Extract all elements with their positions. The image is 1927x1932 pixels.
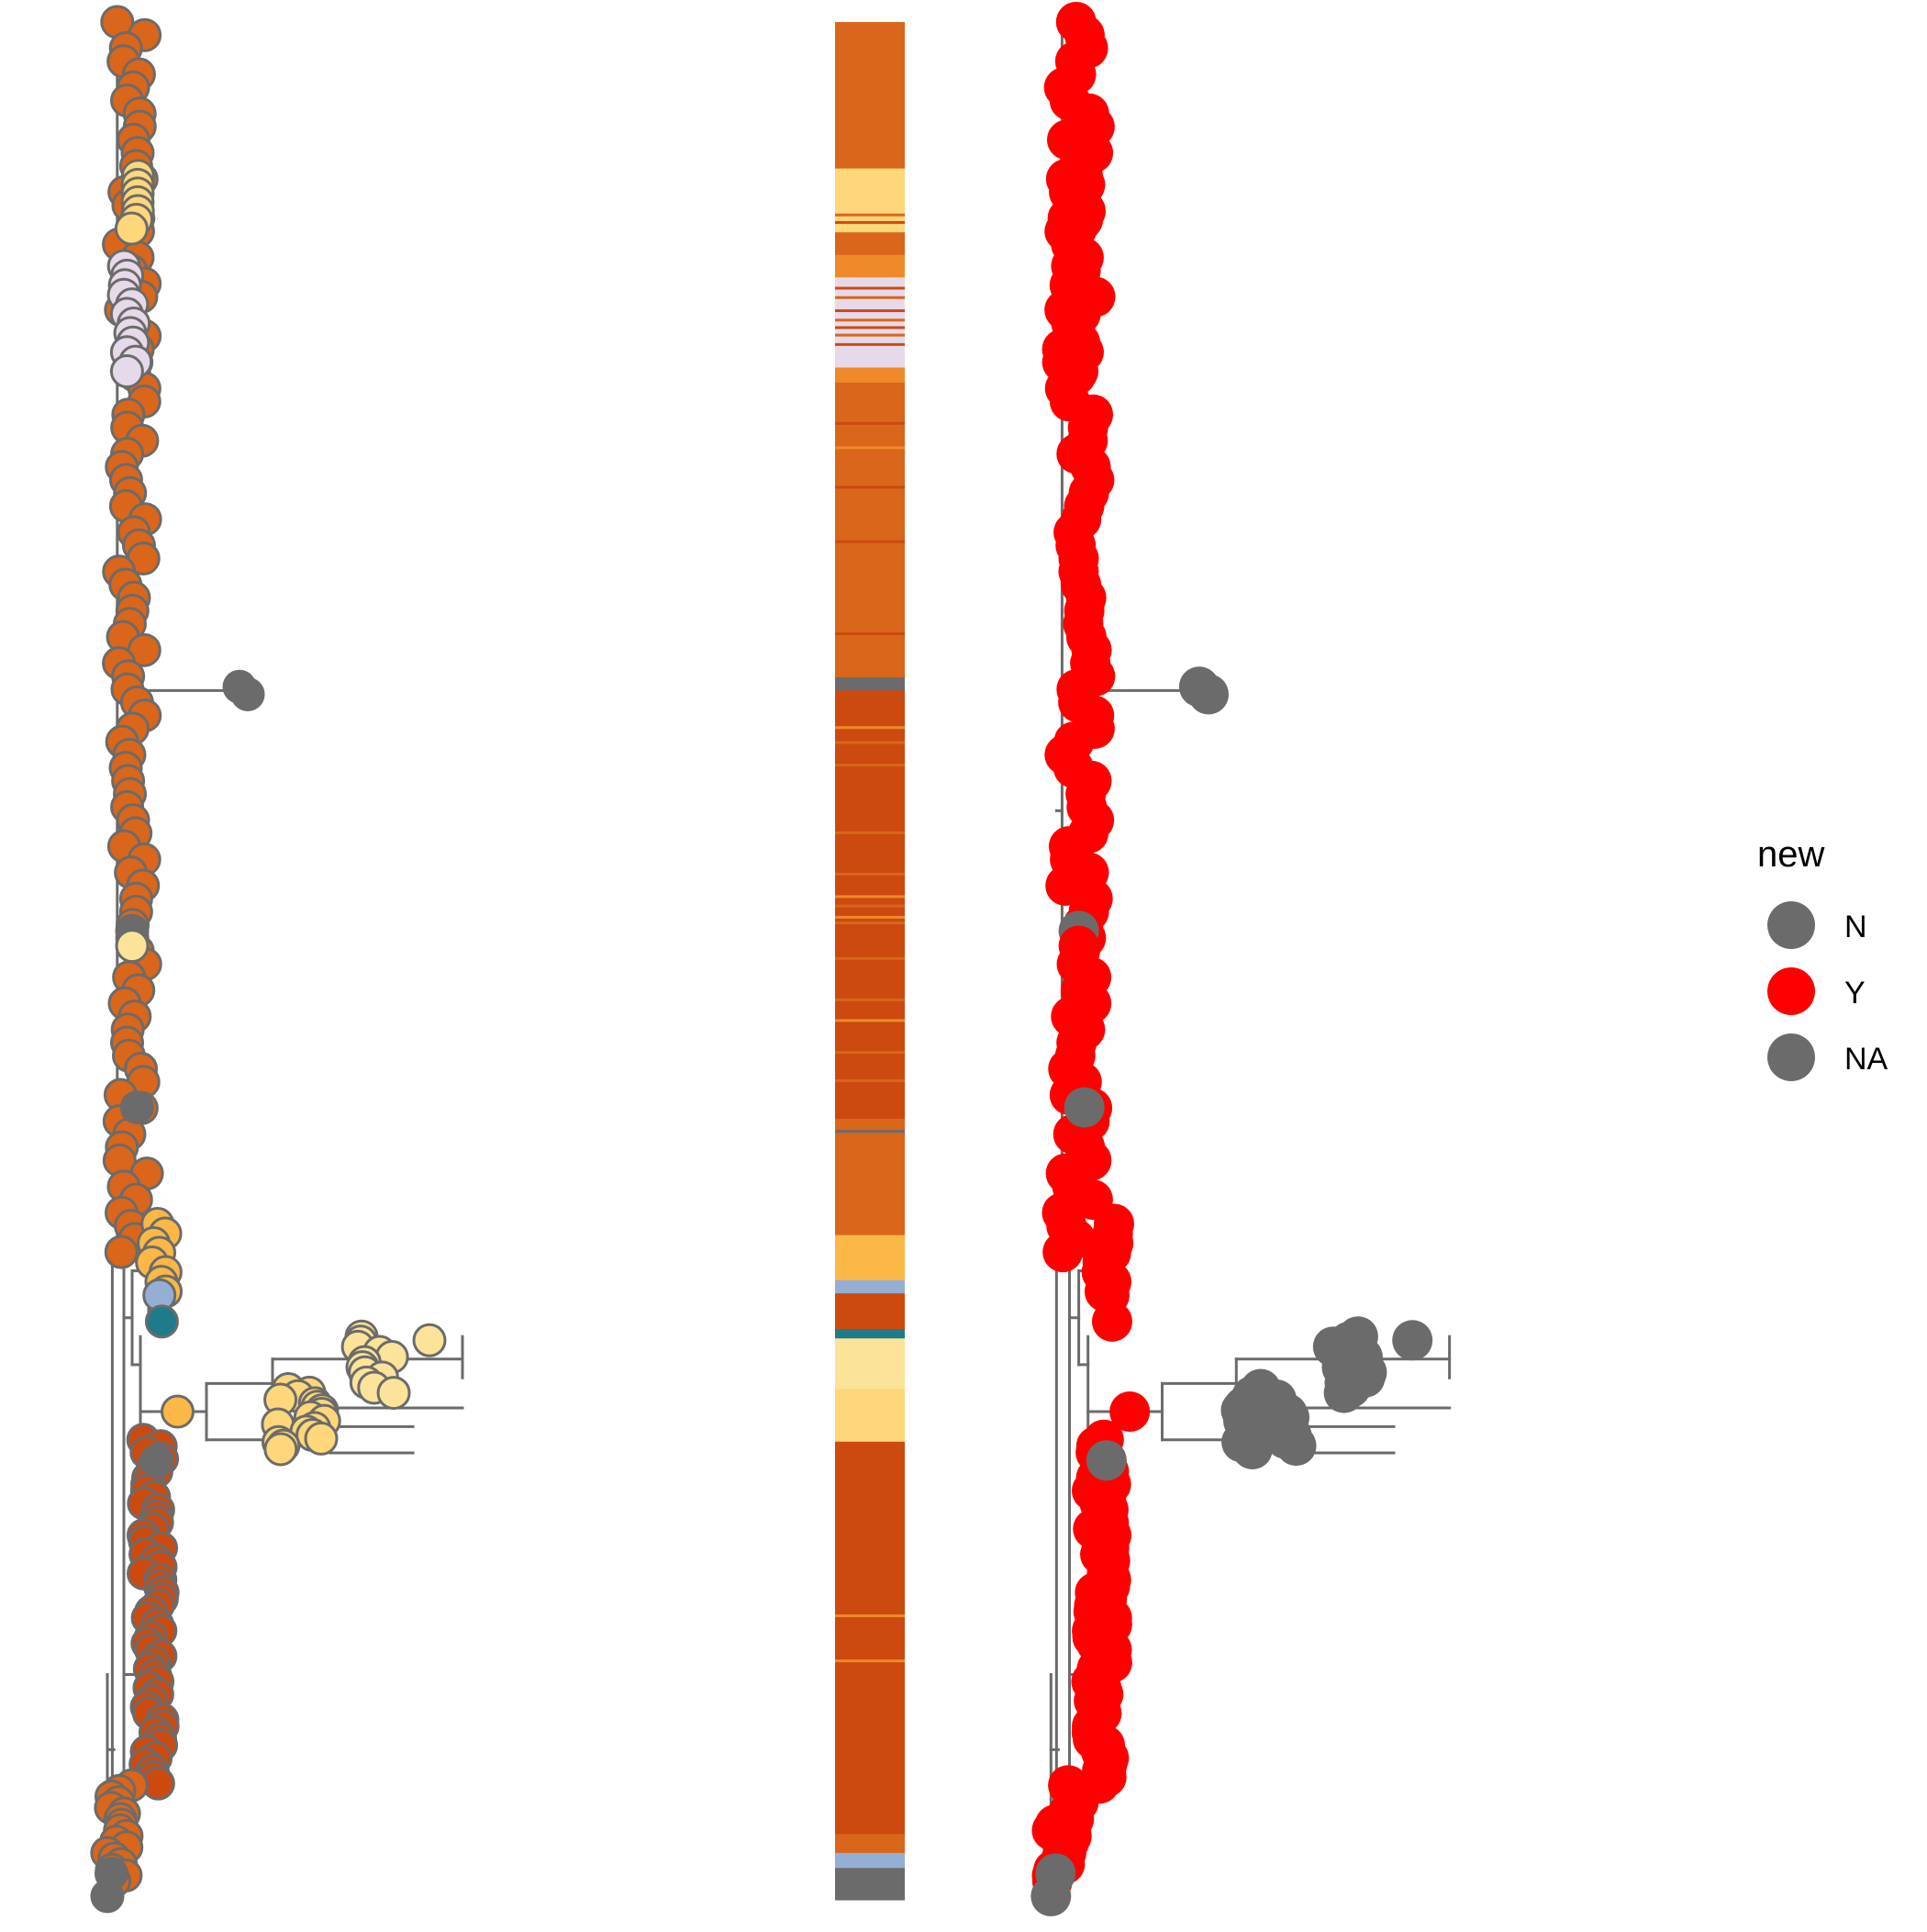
tip-point-233 [1086, 1440, 1127, 1481]
tip-point-113 [109, 354, 144, 389]
heatmap-stripe-7 [835, 333, 905, 337]
heatmap-band-7 [835, 367, 905, 384]
heatmap-band-17 [835, 1329, 905, 1339]
heatmap-stripe-24 [835, 998, 905, 1001]
heatmap-stripe-10 [835, 446, 905, 450]
heatmap-band-12 [835, 949, 905, 1120]
heatmap-band-15 [835, 1279, 905, 1294]
legend: new N Y NA [1757, 834, 1888, 1081]
heatmap-band-6 [835, 352, 905, 368]
legend-label-na: NA [1844, 1042, 1888, 1077]
heatmap-stripe-5 [835, 318, 905, 322]
heatmap-band-18 [835, 1338, 905, 1390]
heatmap-band-11 [835, 925, 905, 951]
heatmap-stripe-14 [835, 726, 905, 730]
heatmap-band-4 [835, 277, 905, 305]
heatmap-band-10 [835, 690, 905, 926]
heatmap-band-2 [835, 232, 905, 256]
legend-key-y [1767, 967, 1815, 1015]
heatmap-stripe-6 [835, 326, 905, 329]
heatmap-stripe-11 [835, 486, 905, 489]
tip-point-229 [1064, 1087, 1105, 1128]
tree-panel-left [90, 5, 464, 1914]
heatmap-stripe-2 [835, 286, 905, 290]
tip-point-233 [139, 1443, 174, 1478]
tip-point-94 [104, 1234, 139, 1269]
tip-point-94 [1042, 1232, 1084, 1273]
heatmap-stripe-8 [835, 342, 905, 346]
heatmap-band-14 [835, 1234, 905, 1281]
heatmap-band-13 [835, 1118, 905, 1236]
heatmap-stripe-0 [835, 213, 905, 217]
heatmap-band-20 [835, 1441, 905, 1835]
heatmap-stripe-17 [835, 831, 905, 834]
tree-panel-right [1030, 2, 1452, 1916]
legend-key-n [1767, 901, 1815, 949]
tip-point-231 [144, 1304, 179, 1339]
tip-point-228 [115, 929, 150, 964]
heatmap-band-9 [835, 677, 905, 691]
heatmap-stripe-19 [835, 895, 905, 899]
heatmap-stripe-32 [835, 1800, 905, 1804]
tip-point-211 [1275, 1425, 1317, 1467]
tip-point-229 [119, 1090, 154, 1125]
heatmap-stripe-3 [835, 296, 905, 299]
tip-point-236 [1392, 1320, 1433, 1361]
tip-point-228 [1058, 925, 1099, 966]
tip-point-101 [114, 211, 149, 246]
heatmap-stripe-27 [835, 1078, 905, 1082]
legend-title: new [1757, 834, 1824, 875]
heatmap-stripe-28 [835, 1130, 905, 1134]
heatmap-stripe-1 [835, 220, 905, 224]
heatmap-stripe-30 [835, 1614, 905, 1618]
heatmap-column [835, 22, 905, 1901]
tip-point-209 [304, 1421, 339, 1456]
heatmap-stripe-31 [835, 1659, 905, 1663]
heatmap-band-23 [835, 1868, 905, 1901]
tip-point-226 [1188, 674, 1229, 715]
tip-point-224 [376, 1376, 411, 1411]
heatmap-stripe-16 [835, 764, 905, 767]
heatmap-band-0 [835, 22, 905, 170]
heatmap-stripe-23 [835, 956, 905, 960]
legend-key-na [1767, 1033, 1815, 1081]
heatmap-stripe-15 [835, 741, 905, 744]
heatmap-band-19 [835, 1389, 905, 1443]
legend-label-n: N [1844, 910, 1867, 944]
heatmap-band-21 [835, 1834, 905, 1854]
heatmap-stripe-9 [835, 421, 905, 425]
heatmap-stripe-26 [835, 1051, 905, 1055]
heatmap-band-16 [835, 1293, 905, 1330]
tip-point-212 [1231, 1428, 1273, 1469]
tip-point-231 [1091, 1301, 1132, 1342]
tip-point-113 [1058, 351, 1099, 392]
tip-point-224 [1323, 1372, 1364, 1413]
heatmap-stripe-21 [835, 915, 905, 919]
tip-point-236 [412, 1323, 447, 1357]
tip-point-212 [263, 1432, 298, 1467]
heatmap-stripe-20 [835, 904, 905, 908]
legend-label-y: Y [1844, 976, 1866, 1011]
heatmap-stripe-22 [835, 921, 905, 925]
tip-point-101 [1056, 208, 1097, 250]
heatmap-stripe-29 [835, 1490, 905, 1493]
tip-point-235 [90, 1879, 125, 1914]
heatmap-stripe-13 [835, 631, 905, 635]
heatmap-band-22 [835, 1852, 905, 1869]
heatmap-band-3 [835, 254, 905, 278]
tip-point-235 [1030, 1875, 1072, 1916]
heatmap-stripe-4 [835, 309, 905, 313]
tip-point-232 [161, 1394, 195, 1429]
heatmap-band-8 [835, 382, 905, 678]
tip-point-232 [1109, 1391, 1151, 1433]
heatmap-stripe-18 [835, 872, 905, 876]
heatmap-stripe-12 [835, 540, 905, 543]
tip-point-226 [230, 676, 265, 711]
heatmap-stripe-25 [835, 1019, 905, 1022]
